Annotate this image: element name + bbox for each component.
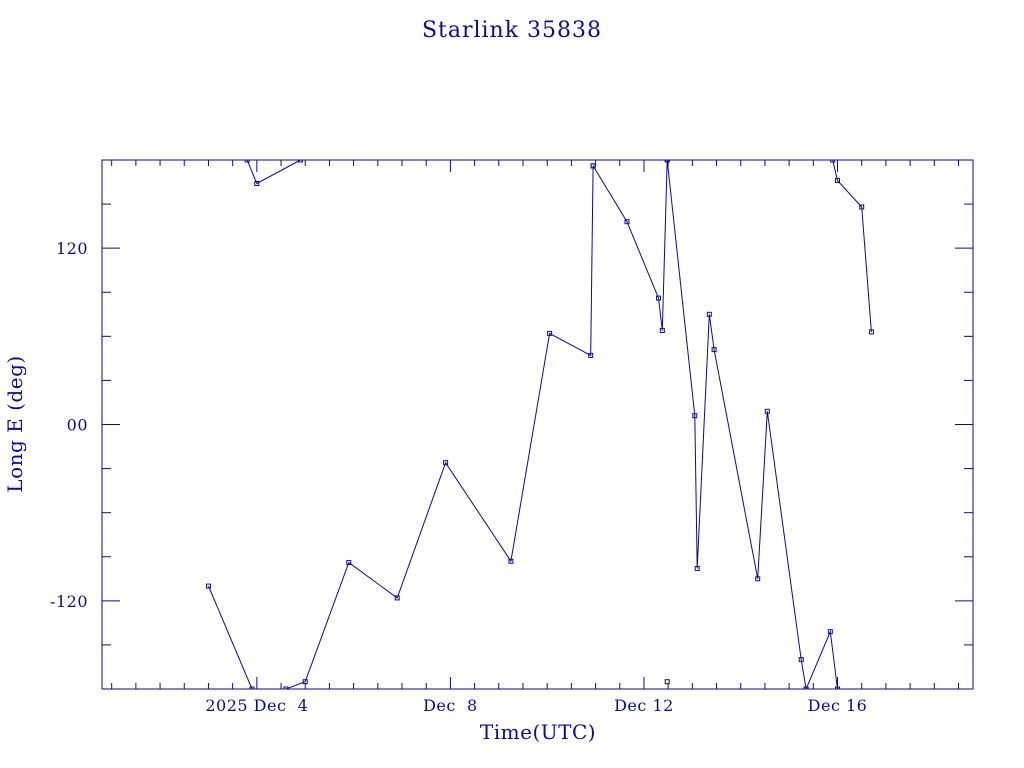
track-segment-1 — [208, 585, 253, 689]
data-point-16 — [624, 219, 630, 225]
x-tick-label: Dec 8 — [423, 696, 478, 715]
data-point-2 — [249, 686, 255, 689]
data-point-21 — [692, 413, 698, 419]
data-point-24 — [711, 347, 717, 353]
x-tick-label: Dec 16 — [808, 696, 868, 715]
data-point-25 — [755, 576, 761, 582]
data-point-8 — [346, 560, 352, 566]
data-point-9 — [394, 595, 400, 601]
data-point-11 — [508, 558, 514, 564]
data-point-30 — [827, 629, 833, 635]
track-segment-6 — [805, 629, 838, 689]
data-point-36 — [664, 679, 670, 685]
data-point-34 — [859, 204, 865, 210]
x-tick-label: 2025 Dec 4 — [205, 696, 308, 715]
plot-frame — [101, 159, 974, 690]
data-point-23 — [706, 311, 712, 317]
data-point-22 — [694, 566, 700, 571]
tick-labels: 2025 Dec 4 Dec 8 Dec 12 Dec 16 120 00 -120 — [50, 239, 867, 715]
track-segment-7 — [832, 160, 872, 332]
track-segment-4 — [592, 160, 668, 331]
track-segment-2 — [246, 160, 301, 185]
x-axis-label: Time(UTC) — [480, 720, 596, 744]
data-point-4 — [254, 181, 260, 186]
data-point-10 — [443, 460, 449, 466]
x-tick-label: Dec 12 — [614, 696, 674, 715]
data-point-35 — [868, 329, 874, 335]
data-point-18 — [659, 328, 665, 333]
data-point-1 — [206, 583, 211, 589]
y-axis-label: Long E (deg) — [3, 355, 27, 492]
data-point-3 — [244, 160, 250, 163]
chart-title: Starlink 35838 — [422, 18, 602, 43]
y-tick-label: 120 — [56, 239, 88, 258]
data-point-13 — [588, 352, 594, 358]
data-point-29 — [803, 686, 809, 689]
data-point-33 — [835, 178, 840, 184]
data-point-6 — [283, 686, 289, 689]
y-tick-label: 00 — [67, 416, 88, 435]
axis-ticks — [102, 160, 973, 689]
track-segment-3 — [285, 165, 594, 689]
data-point-27 — [798, 657, 804, 663]
track-segment-5 — [666, 160, 807, 689]
data-point-12 — [547, 330, 553, 336]
data-point-32 — [830, 160, 836, 163]
data-point-5 — [297, 160, 303, 163]
data-point-20 — [664, 160, 670, 163]
plot-area — [206, 160, 874, 689]
y-tick-label: -120 — [50, 592, 88, 611]
data-point-17 — [656, 295, 661, 301]
data-point-26 — [764, 408, 770, 414]
